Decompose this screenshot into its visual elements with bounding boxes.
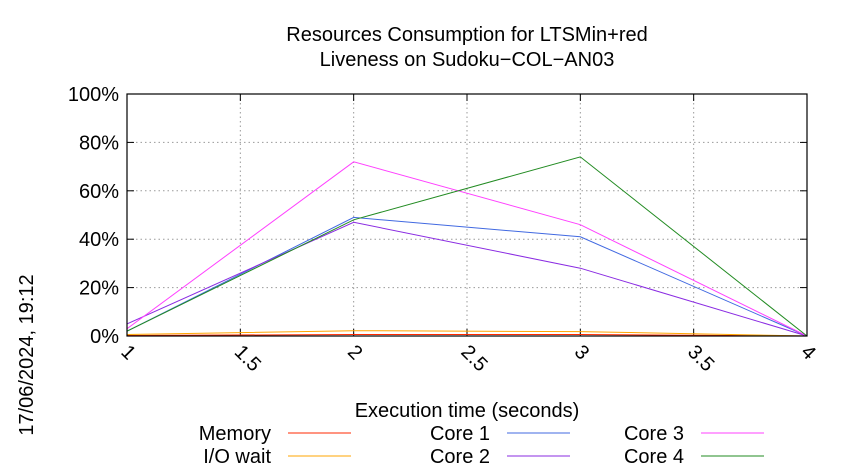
legend-label: Core 2 <box>430 446 490 468</box>
axis-ticks: 0% 20% 40% 60% 80% 100% 1 1.5 2 2.5 3 3.5 4 <box>68 84 820 376</box>
series-line <box>126 334 808 337</box>
y-tick-label: 60% <box>79 181 119 203</box>
legend-label: Memory <box>199 423 271 445</box>
x-tick-label: 3.5 <box>683 341 718 376</box>
x-tick-label: 1 <box>116 341 139 364</box>
x-tick-label: 3 <box>570 341 593 364</box>
x-tick-label: 4 <box>796 341 819 364</box>
plot-frame <box>126 93 808 337</box>
x-tick-label: 2.5 <box>456 341 491 376</box>
timestamp-label: 17/06/2024, 19:12 <box>16 274 38 435</box>
y-tick-label: 40% <box>79 229 119 251</box>
series-line <box>126 161 808 337</box>
y-tick-label: 20% <box>79 278 119 300</box>
series-lines <box>126 156 808 337</box>
x-tick-label: 1.5 <box>230 341 265 376</box>
y-tick-label: 100% <box>68 84 119 106</box>
series-line <box>126 330 808 337</box>
legend-label: Core 1 <box>430 423 490 445</box>
legend-label: Core 4 <box>624 446 684 468</box>
series-line <box>126 156 808 337</box>
legend-label: Core 3 <box>624 423 684 445</box>
x-axis-label: Execution time (seconds) <box>355 400 580 422</box>
grid <box>127 94 807 336</box>
legend-label: I/O wait <box>203 446 271 468</box>
y-tick-label: 0% <box>90 326 119 348</box>
chart-title-line-1: Resources Consumption for LTSMin+red <box>286 24 647 46</box>
chart-title-line-2: Liveness on Sudoku−COL−AN03 <box>320 49 615 71</box>
x-tick-label: 2 <box>343 341 366 364</box>
series-line <box>126 216 808 337</box>
series-line <box>126 221 808 337</box>
y-tick-label: 80% <box>79 132 119 154</box>
